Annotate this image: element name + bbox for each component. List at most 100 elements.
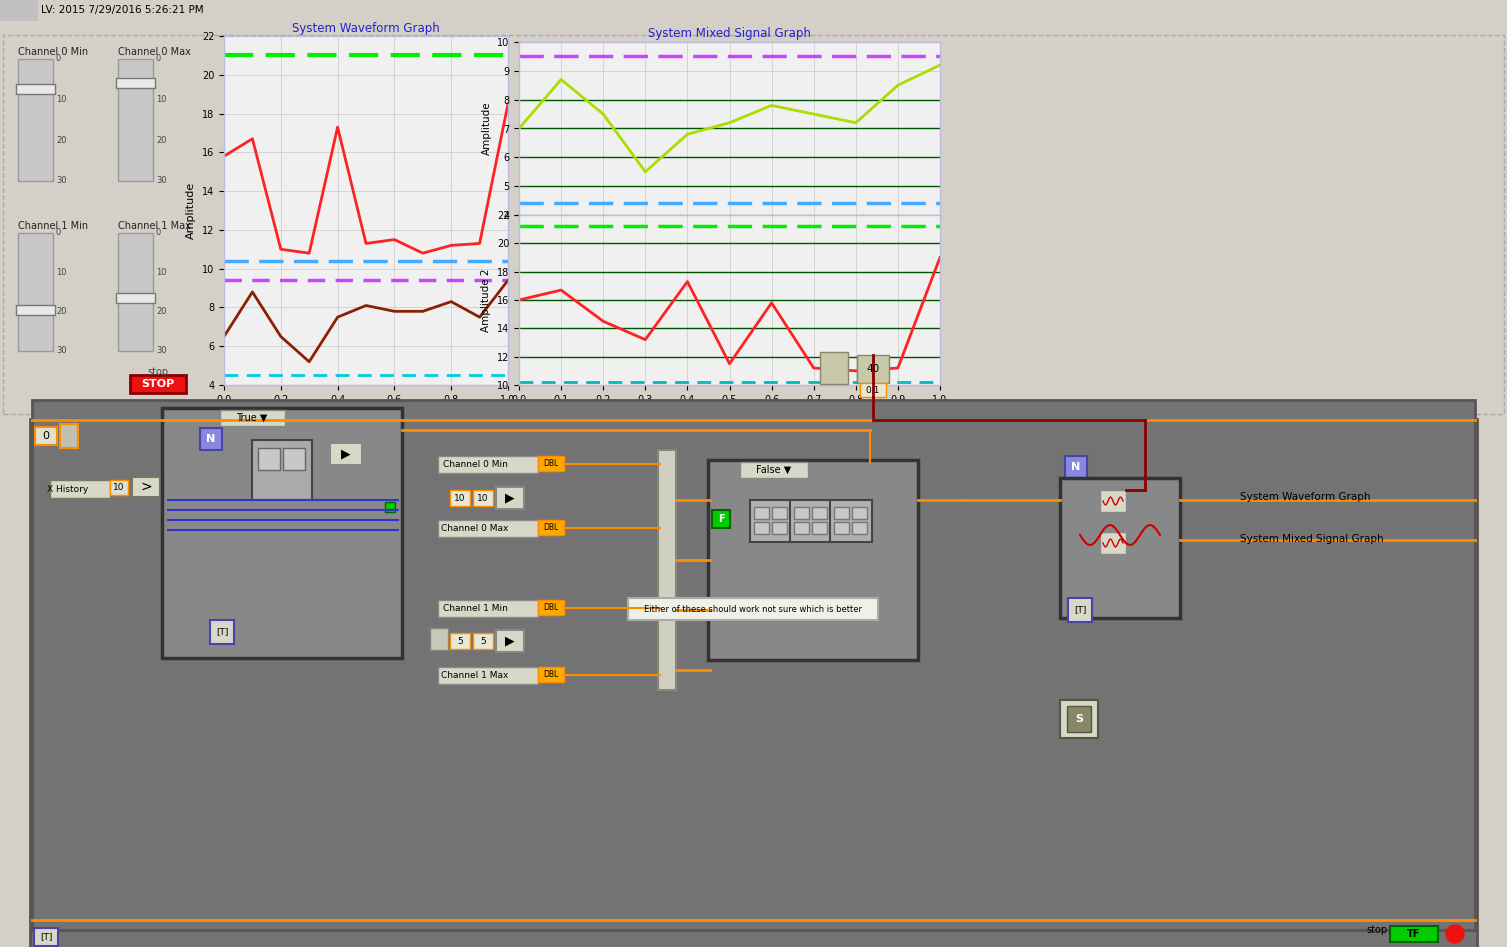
Text: Channel 1 Min: Channel 1 Min <box>18 221 87 231</box>
FancyBboxPatch shape <box>820 352 848 384</box>
Text: 0: 0 <box>42 431 50 441</box>
FancyBboxPatch shape <box>538 600 564 615</box>
FancyBboxPatch shape <box>538 520 564 535</box>
FancyBboxPatch shape <box>133 477 160 497</box>
Text: System Mixed Signal Graph: System Mixed Signal Graph <box>648 27 811 40</box>
FancyBboxPatch shape <box>17 84 54 95</box>
Text: ▶: ▶ <box>505 634 515 648</box>
Y-axis label: Amplitude: Amplitude <box>481 101 491 155</box>
FancyBboxPatch shape <box>1389 926 1438 942</box>
FancyBboxPatch shape <box>1059 478 1180 618</box>
FancyBboxPatch shape <box>659 450 677 690</box>
FancyBboxPatch shape <box>740 462 808 478</box>
Text: False ▼: False ▼ <box>757 465 791 475</box>
FancyBboxPatch shape <box>708 460 918 660</box>
Text: 30: 30 <box>56 176 66 186</box>
Text: 0: 0 <box>56 228 62 238</box>
Text: 20: 20 <box>56 135 66 145</box>
FancyBboxPatch shape <box>35 928 57 946</box>
Text: STOP: STOP <box>142 379 175 389</box>
FancyBboxPatch shape <box>830 500 873 542</box>
Text: 10: 10 <box>56 268 66 277</box>
Text: System Mixed Signal Graph: System Mixed Signal Graph <box>1240 534 1383 544</box>
FancyBboxPatch shape <box>60 424 78 448</box>
FancyBboxPatch shape <box>812 507 827 519</box>
Text: Channel 1 Min: Channel 1 Min <box>443 603 508 613</box>
Text: 0: 0 <box>157 54 161 63</box>
Text: Channel 1 Max: Channel 1 Max <box>118 221 191 231</box>
FancyBboxPatch shape <box>161 408 402 658</box>
FancyBboxPatch shape <box>17 305 54 314</box>
FancyBboxPatch shape <box>794 522 809 534</box>
FancyBboxPatch shape <box>1067 706 1091 732</box>
Text: DBL: DBL <box>544 670 559 678</box>
FancyBboxPatch shape <box>851 507 867 519</box>
FancyBboxPatch shape <box>110 480 128 495</box>
Text: Channel 0 Max: Channel 0 Max <box>118 46 191 57</box>
Text: Channel 0 Min: Channel 0 Min <box>443 459 508 469</box>
Y-axis label: Amplitude 2: Amplitude 2 <box>481 268 491 331</box>
FancyBboxPatch shape <box>794 507 809 519</box>
FancyBboxPatch shape <box>18 59 53 181</box>
FancyBboxPatch shape <box>1065 456 1087 478</box>
Text: 5: 5 <box>457 636 463 646</box>
Text: Either of these should work not sure which is better: Either of these should work not sure whi… <box>643 604 862 614</box>
FancyBboxPatch shape <box>754 507 769 519</box>
X-axis label: Time: Time <box>716 410 743 420</box>
FancyBboxPatch shape <box>851 522 867 534</box>
Text: [T]: [T] <box>216 628 228 636</box>
Text: 40: 40 <box>867 364 880 374</box>
FancyBboxPatch shape <box>473 633 493 649</box>
FancyBboxPatch shape <box>754 522 769 534</box>
FancyBboxPatch shape <box>252 440 312 500</box>
FancyBboxPatch shape <box>772 507 787 519</box>
Text: True ▼: True ▼ <box>237 413 268 423</box>
FancyBboxPatch shape <box>118 233 154 350</box>
Text: F: F <box>717 514 725 524</box>
FancyBboxPatch shape <box>1059 700 1099 738</box>
FancyBboxPatch shape <box>750 500 793 542</box>
FancyBboxPatch shape <box>35 427 57 445</box>
Text: 20: 20 <box>157 307 166 316</box>
FancyBboxPatch shape <box>1100 532 1126 554</box>
Text: ▶: ▶ <box>341 448 351 460</box>
FancyBboxPatch shape <box>258 448 280 470</box>
Text: 30: 30 <box>157 176 167 186</box>
FancyBboxPatch shape <box>538 456 564 471</box>
FancyBboxPatch shape <box>439 520 538 537</box>
FancyBboxPatch shape <box>32 400 1475 930</box>
FancyBboxPatch shape <box>220 410 285 426</box>
FancyBboxPatch shape <box>30 419 1477 947</box>
Text: 10: 10 <box>478 493 488 503</box>
FancyBboxPatch shape <box>473 490 493 506</box>
Text: S: S <box>1074 714 1084 724</box>
Text: Channel 1 Max: Channel 1 Max <box>442 670 509 680</box>
Text: ▶: ▶ <box>505 491 515 505</box>
FancyBboxPatch shape <box>429 628 448 650</box>
FancyBboxPatch shape <box>538 667 564 682</box>
FancyBboxPatch shape <box>812 522 827 534</box>
Text: X History: X History <box>47 485 89 493</box>
Text: DBL: DBL <box>544 523 559 531</box>
Text: 0: 0 <box>157 228 161 238</box>
FancyBboxPatch shape <box>116 79 155 88</box>
Text: 0: 0 <box>56 54 62 63</box>
FancyBboxPatch shape <box>439 667 538 684</box>
FancyBboxPatch shape <box>833 507 848 519</box>
FancyBboxPatch shape <box>860 383 886 397</box>
FancyBboxPatch shape <box>496 630 524 652</box>
FancyBboxPatch shape <box>439 600 538 617</box>
FancyBboxPatch shape <box>833 522 848 534</box>
Text: 0.1: 0.1 <box>867 385 880 395</box>
FancyBboxPatch shape <box>628 598 879 620</box>
Text: System Waveform Graph: System Waveform Graph <box>1240 492 1370 502</box>
Text: 20: 20 <box>157 135 166 145</box>
FancyBboxPatch shape <box>3 35 1504 414</box>
FancyBboxPatch shape <box>330 443 362 465</box>
Text: DBL: DBL <box>544 602 559 612</box>
FancyBboxPatch shape <box>50 480 110 498</box>
FancyBboxPatch shape <box>384 502 395 512</box>
Circle shape <box>1447 925 1463 943</box>
FancyBboxPatch shape <box>200 428 222 450</box>
Text: 10: 10 <box>113 483 125 491</box>
